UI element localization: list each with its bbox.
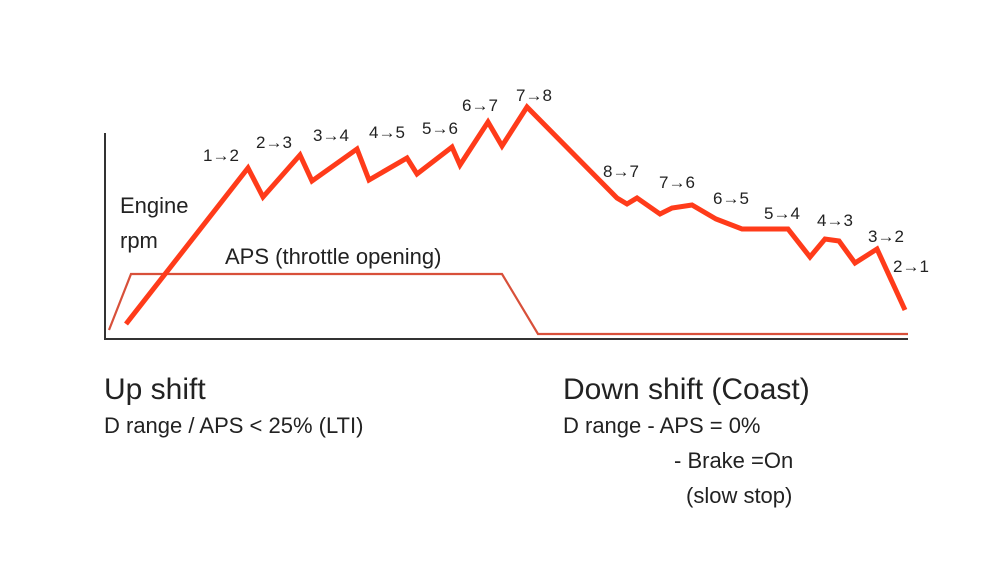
- aps-line: [107, 272, 908, 336]
- upshift-label: 6→7: [462, 96, 498, 115]
- downshift-label: 8→7: [603, 162, 639, 181]
- downshift-label: 3→2: [868, 227, 904, 246]
- up-shift-title: Up shift: [104, 373, 206, 406]
- upshift-label: 2→3: [256, 133, 292, 152]
- upshift-label: 7→8: [516, 86, 552, 105]
- down-shift-condition-stop: (slow stop): [686, 483, 793, 508]
- downshift-label: 6→5: [713, 189, 749, 208]
- upshift-label: 5→6: [422, 119, 458, 138]
- aps-label: APS (throttle opening): [225, 244, 441, 269]
- engine-rpm-label-line2: rpm: [120, 228, 158, 253]
- downshift-label: 5→4: [764, 204, 800, 223]
- down-shift-condition-range: D range - APS = 0%: [563, 413, 761, 438]
- downshift-label: 7→6: [659, 173, 695, 192]
- downshift-label: 4→3: [817, 211, 853, 230]
- upshift-label: 1→2: [203, 146, 239, 165]
- upshift-label: 4→5: [369, 123, 405, 142]
- down-shift-title: Down shift (Coast): [563, 373, 810, 406]
- down-shift-condition-brake: - Brake =On: [674, 448, 794, 473]
- upshift-label: 3→4: [313, 126, 349, 145]
- engine-rpm-line: [124, 103, 908, 326]
- downshift-label: 2→1: [893, 257, 929, 276]
- engine-rpm-label-line1: Engine: [120, 193, 189, 218]
- up-shift-condition: D range / APS < 25% (LTI): [104, 413, 364, 438]
